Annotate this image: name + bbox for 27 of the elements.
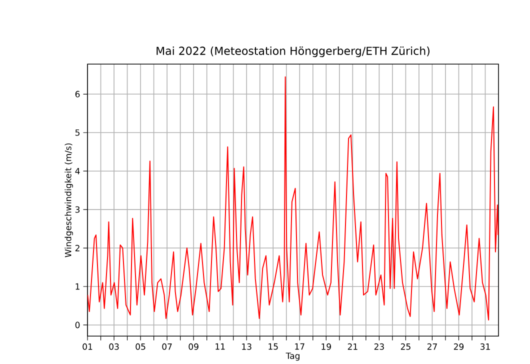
- x-tick-label: 09: [188, 344, 198, 350]
- x-tick-label: 23: [374, 344, 384, 350]
- chart-title: Mai 2022 (Meteostation Hönggerberg/ETH Zürich): [156, 46, 430, 58]
- x-tick-label: 27: [427, 344, 437, 350]
- x-tick-label: 11: [216, 344, 225, 350]
- x-tick-label: 29: [454, 344, 464, 350]
- x-tick-label: 07: [162, 344, 172, 350]
- x-tick-label: 17: [295, 344, 304, 350]
- x-tick-label: 01: [82, 344, 92, 350]
- x-tick-label: 19: [322, 344, 331, 350]
- x-tick-label: 03: [109, 344, 119, 350]
- y-tick-label: 2: [75, 245, 80, 252]
- y-tick-label: 4: [75, 168, 80, 174]
- x-tick-label: 15: [268, 344, 278, 350]
- x-tick-label: 05: [136, 344, 146, 350]
- y-tick-label: 6: [75, 91, 80, 98]
- y-axis-title: Windgeschwindigkeit (m/s): [64, 144, 73, 258]
- line-series: [88, 76, 499, 321]
- x-axis-title: Tag: [286, 352, 300, 361]
- y-tick-label: 0: [75, 322, 80, 328]
- x-tick-label: 31: [480, 344, 490, 350]
- y-tick-label: 3: [75, 206, 80, 214]
- y-tick-label: 1: [76, 284, 80, 290]
- x-tick-label: 13: [242, 344, 252, 350]
- x-tick-label: 21: [348, 344, 358, 350]
- y-tick-label: 5: [75, 130, 80, 136]
- x-tick-label: 25: [400, 344, 410, 350]
